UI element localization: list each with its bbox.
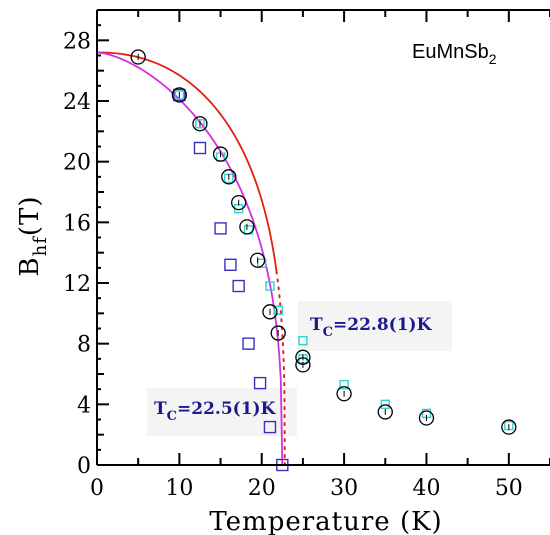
x-tick-label: 40 [412,476,440,501]
circle-marker [270,325,286,341]
circle-marker [249,252,266,268]
fit-red-dotted-extension [275,270,286,466]
cyan-square-marker [298,335,308,346]
compound-label: EuMnSb2 [412,41,497,67]
blue-square-marker [242,337,255,350]
circle-marker [418,410,435,426]
circle-marker [239,219,255,235]
y-tick-label: 0 [77,454,91,479]
y-tick-label: 20 [63,151,91,176]
y-axis-title: Bhf(T) [15,195,51,276]
axes: 0 10 20 30 40 50 0 4 8 12 16 20 24 28 [63,9,550,501]
x-tick-label: 20 [248,476,276,501]
x-tick-label: 50 [495,476,523,501]
y-tick-label: 24 [63,90,91,115]
y-tick-label: 4 [77,393,91,418]
cyan-square-marker [339,379,349,390]
circle-marker [295,357,311,373]
y-tick-label: 8 [77,333,91,358]
blue-square-marker [214,222,227,235]
x-tick-label: 10 [165,476,193,501]
blue-square-marker [173,88,186,102]
tc1-annotation: TC=22.8(1)K [310,315,433,340]
tc2-annotation: TC=22.5(1)K [154,399,277,424]
circle-marker [336,386,352,402]
x-tick-label: 30 [330,476,358,501]
fit-magenta-curve [96,51,284,466]
blue-square-marker [193,141,207,155]
x-axis-title: Temperature (K) [209,507,442,535]
x-tick-label: 0 [90,476,104,501]
cyan-square-marker [265,281,275,291]
circle-marker [212,146,229,162]
blue-square-marker [224,258,237,271]
circle-marker [501,419,517,435]
cyan-square-marker [273,305,283,315]
circle-marker [377,404,393,420]
fit-curves [96,51,286,466]
tc2-label-bg [147,388,297,436]
circle-marker [171,87,188,103]
tc-label-backgrounds [147,301,452,436]
y-tick-label: 28 [63,29,91,54]
cyan-square-marker [195,119,205,129]
blue-square-marker [253,376,267,390]
cyan-square-marker [257,258,267,268]
y-tick-label: 16 [63,211,91,236]
circle-marker [231,194,247,211]
fit-red-curve [97,51,278,272]
blue-square-marker [232,279,245,293]
cyan-square-marker [380,399,390,410]
circle-marker [221,169,237,185]
cyan-square-marker [174,90,185,100]
data-markers [130,49,517,472]
tc1-label-bg [298,301,452,351]
circle-marker [192,116,208,132]
y-tick-label: 12 [63,272,91,297]
circle-marker [130,49,146,65]
circle-marker [262,304,278,320]
blue-square-marker [263,420,277,434]
